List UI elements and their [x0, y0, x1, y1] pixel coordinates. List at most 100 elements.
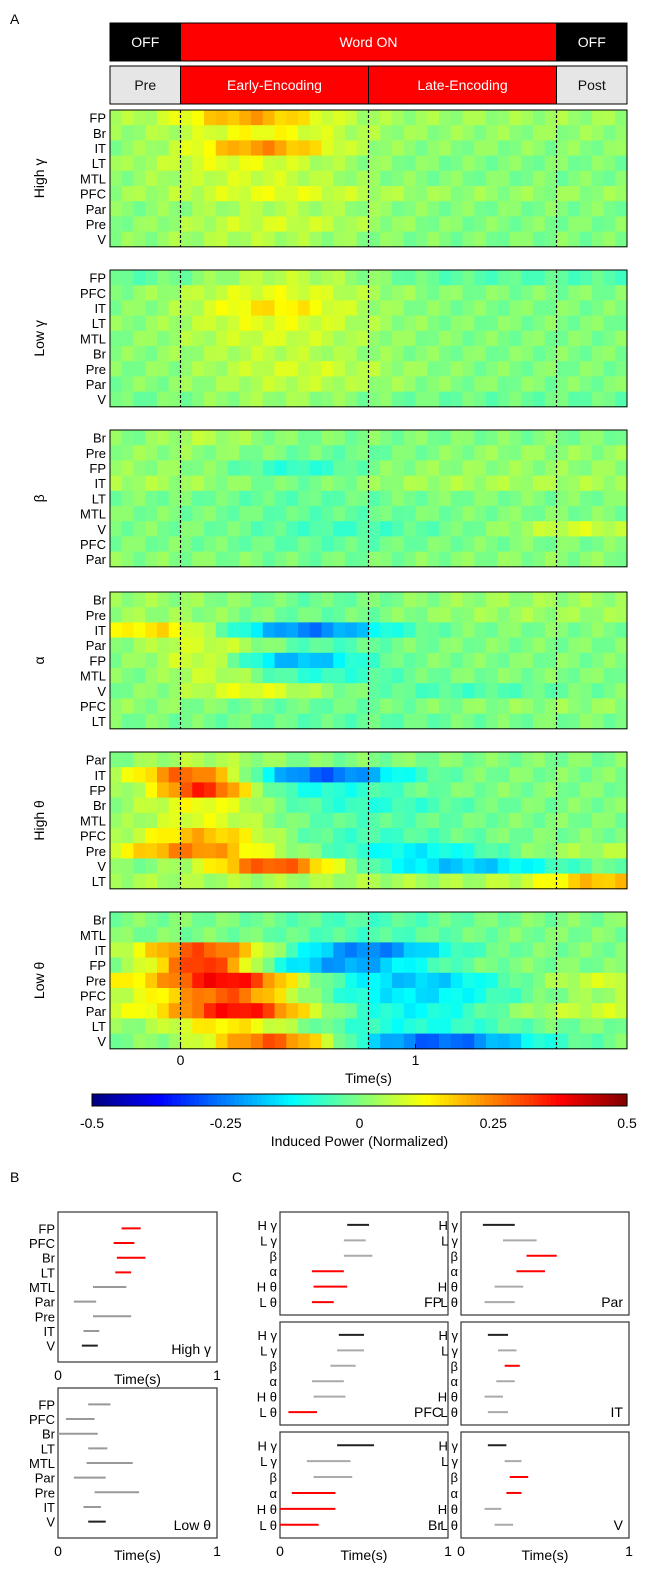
heatmap-cell: [509, 607, 522, 623]
region-label: V: [97, 1034, 106, 1049]
heatmap-cell: [215, 155, 229, 172]
heatmap-cell: [521, 140, 534, 157]
heatmap-cell: [298, 843, 311, 859]
heatmap-cell: [591, 216, 605, 233]
heatmap-cell: [239, 912, 252, 928]
heatmap-cell: [110, 536, 123, 553]
heatmap-cell: [462, 170, 475, 187]
heatmap-cell: [380, 551, 393, 568]
heatmap-cell: [133, 652, 146, 669]
heatmap-cell: [439, 942, 452, 959]
heatmap-cell: [450, 927, 464, 943]
heatmap-cell: [262, 155, 276, 172]
heatmap-cell: [286, 376, 299, 393]
heatmap-cell: [286, 155, 299, 172]
heatmap-cell: [204, 376, 217, 393]
heatmap-cell: [180, 652, 193, 669]
heatmap-cell: [497, 927, 511, 943]
heatmap-cell: [403, 767, 417, 783]
heatmap-cell: [474, 927, 487, 943]
heatmap-cell: [192, 315, 205, 332]
header-stimulus-segment: [180, 22, 557, 62]
heatmap-cell: [215, 858, 229, 875]
heatmap-cell: [215, 607, 229, 623]
colorbar-step: [457, 1094, 463, 1106]
heatmap-cell: [121, 972, 135, 989]
colorbar-step: [341, 1094, 347, 1106]
heatmap-cell: [133, 430, 146, 446]
interval-plot-label: PFC: [414, 1404, 442, 1420]
heatmap-cell: [262, 607, 276, 623]
region-label: Br: [93, 798, 107, 813]
heatmap-cell: [251, 812, 264, 829]
heatmap-cell: [110, 843, 123, 859]
heatmap-cell: [157, 216, 170, 233]
heatmap-cell: [450, 942, 464, 959]
heatmap-cell: [192, 140, 205, 157]
x-tick-label: 1: [412, 1052, 420, 1068]
heatmap-cell: [262, 1018, 276, 1035]
heatmap-cell: [309, 873, 323, 890]
heatmap-cell: [450, 683, 464, 699]
heatmap-cell: [380, 315, 393, 332]
heatmap-cell: [380, 767, 393, 783]
heatmap-cell: [392, 445, 405, 461]
heatmap-cell: [380, 330, 393, 347]
heatmap-cell: [110, 506, 123, 522]
heatmap-cell: [309, 592, 323, 608]
heatmap-cell: [580, 361, 593, 377]
heatmap-cell: [251, 1003, 264, 1019]
heatmap-cell: [286, 622, 299, 639]
heatmap-cell: [321, 300, 334, 317]
heatmap-cell: [121, 460, 135, 477]
heatmap-cell: [262, 170, 276, 187]
heatmap-cell: [145, 873, 158, 890]
heatmap-cell: [556, 186, 569, 202]
heatmap-cell: [615, 346, 628, 362]
heatmap-cell: [333, 521, 346, 537]
heatmap-cell: [568, 300, 581, 317]
heatmap-cell: [615, 216, 628, 233]
heatmap-cell: [110, 475, 123, 492]
heatmap-cell: [380, 270, 393, 286]
heatmap-cell: [368, 942, 381, 959]
heatmap-cell: [392, 551, 405, 568]
heatmap-cell: [145, 186, 158, 202]
heatmap-cell: [415, 475, 428, 492]
heatmap-cell: [227, 972, 240, 989]
heatmap-cell: [180, 300, 193, 317]
heatmap-cell: [333, 506, 346, 522]
heatmap-cell: [227, 551, 240, 568]
heatmap-cell: [497, 622, 511, 639]
heatmap-cell: [356, 683, 370, 699]
heatmap-cell: [521, 201, 534, 217]
heatmap-cell: [580, 330, 593, 347]
heatmap-cell: [180, 713, 193, 730]
heatmap-cell: [427, 330, 440, 347]
heatmap-cell: [309, 315, 323, 332]
heatmap-cell: [192, 1003, 205, 1019]
heatmap-cell: [427, 475, 440, 492]
colorbar-step: [395, 1094, 401, 1106]
heatmap-cell: [145, 698, 158, 715]
heatmap-cell: [450, 957, 464, 974]
heatmap-cell: [121, 300, 135, 317]
colorbar-step: [622, 1094, 628, 1106]
heatmap-cell: [439, 927, 452, 943]
heatmap-cell: [474, 521, 487, 537]
heatmap-cell: [380, 506, 393, 522]
heatmap-cell: [439, 376, 452, 393]
heatmap-cell: [509, 201, 522, 217]
heatmap-cell: [533, 231, 546, 248]
heatmap-cell: [544, 445, 558, 461]
heatmap-cell: [439, 270, 452, 286]
heatmap-cell: [227, 988, 240, 1004]
heatmap-cell: [403, 475, 417, 492]
heatmap-cell: [615, 873, 628, 890]
heatmap-cell: [380, 942, 393, 959]
heatmap-cell: [215, 592, 229, 608]
heatmap-cell: [110, 622, 123, 639]
colorbar-step: [194, 1094, 200, 1106]
heatmap-cell: [603, 216, 616, 233]
heatmap-cell: [321, 186, 334, 202]
